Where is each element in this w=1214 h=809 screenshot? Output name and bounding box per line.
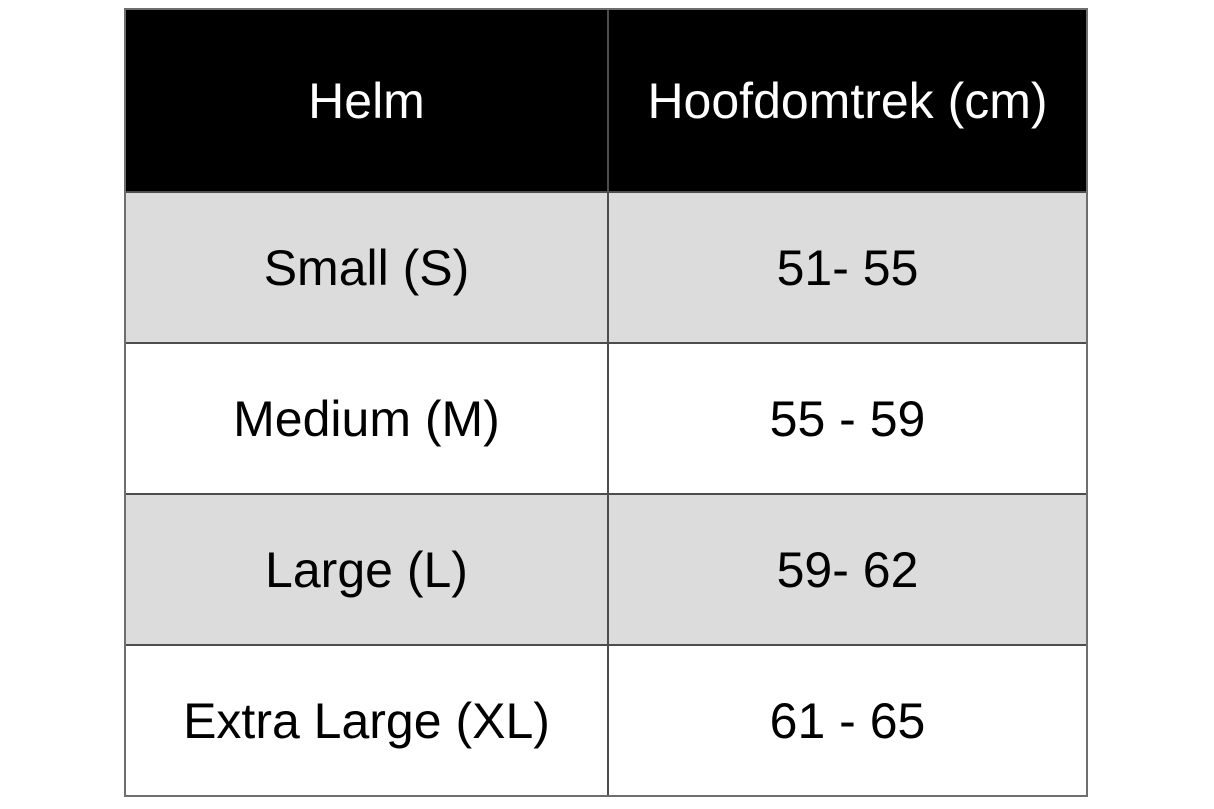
header-cell-circumference: Hoofdomtrek (cm) — [607, 10, 1086, 191]
cell-circumference: 59- 62 — [607, 495, 1086, 644]
helmet-size-table: Helm Hoofdomtrek (cm) Small (S) 51- 55 M… — [124, 8, 1088, 797]
table-row: Small (S) 51- 55 — [126, 191, 1086, 342]
table-header-row: Helm Hoofdomtrek (cm) — [126, 10, 1086, 191]
cell-circumference: 55 - 59 — [607, 344, 1086, 493]
cell-helm-size: Extra Large (XL) — [183, 692, 550, 749]
header-cell-helm: Helm — [308, 72, 425, 129]
cell-circumference: 51- 55 — [607, 193, 1086, 342]
cell-helm-size: Small (S) — [263, 239, 470, 296]
table-row: Extra Large (XL) 61 - 65 — [126, 644, 1086, 795]
cell-helm-size: Medium (M) — [233, 390, 500, 447]
table-row: Medium (M) 55 - 59 — [126, 342, 1086, 493]
table-row: Large (L) 59- 62 — [126, 493, 1086, 644]
cell-circumference: 61 - 65 — [607, 646, 1086, 795]
cell-helm-size: Large (L) — [265, 541, 468, 598]
